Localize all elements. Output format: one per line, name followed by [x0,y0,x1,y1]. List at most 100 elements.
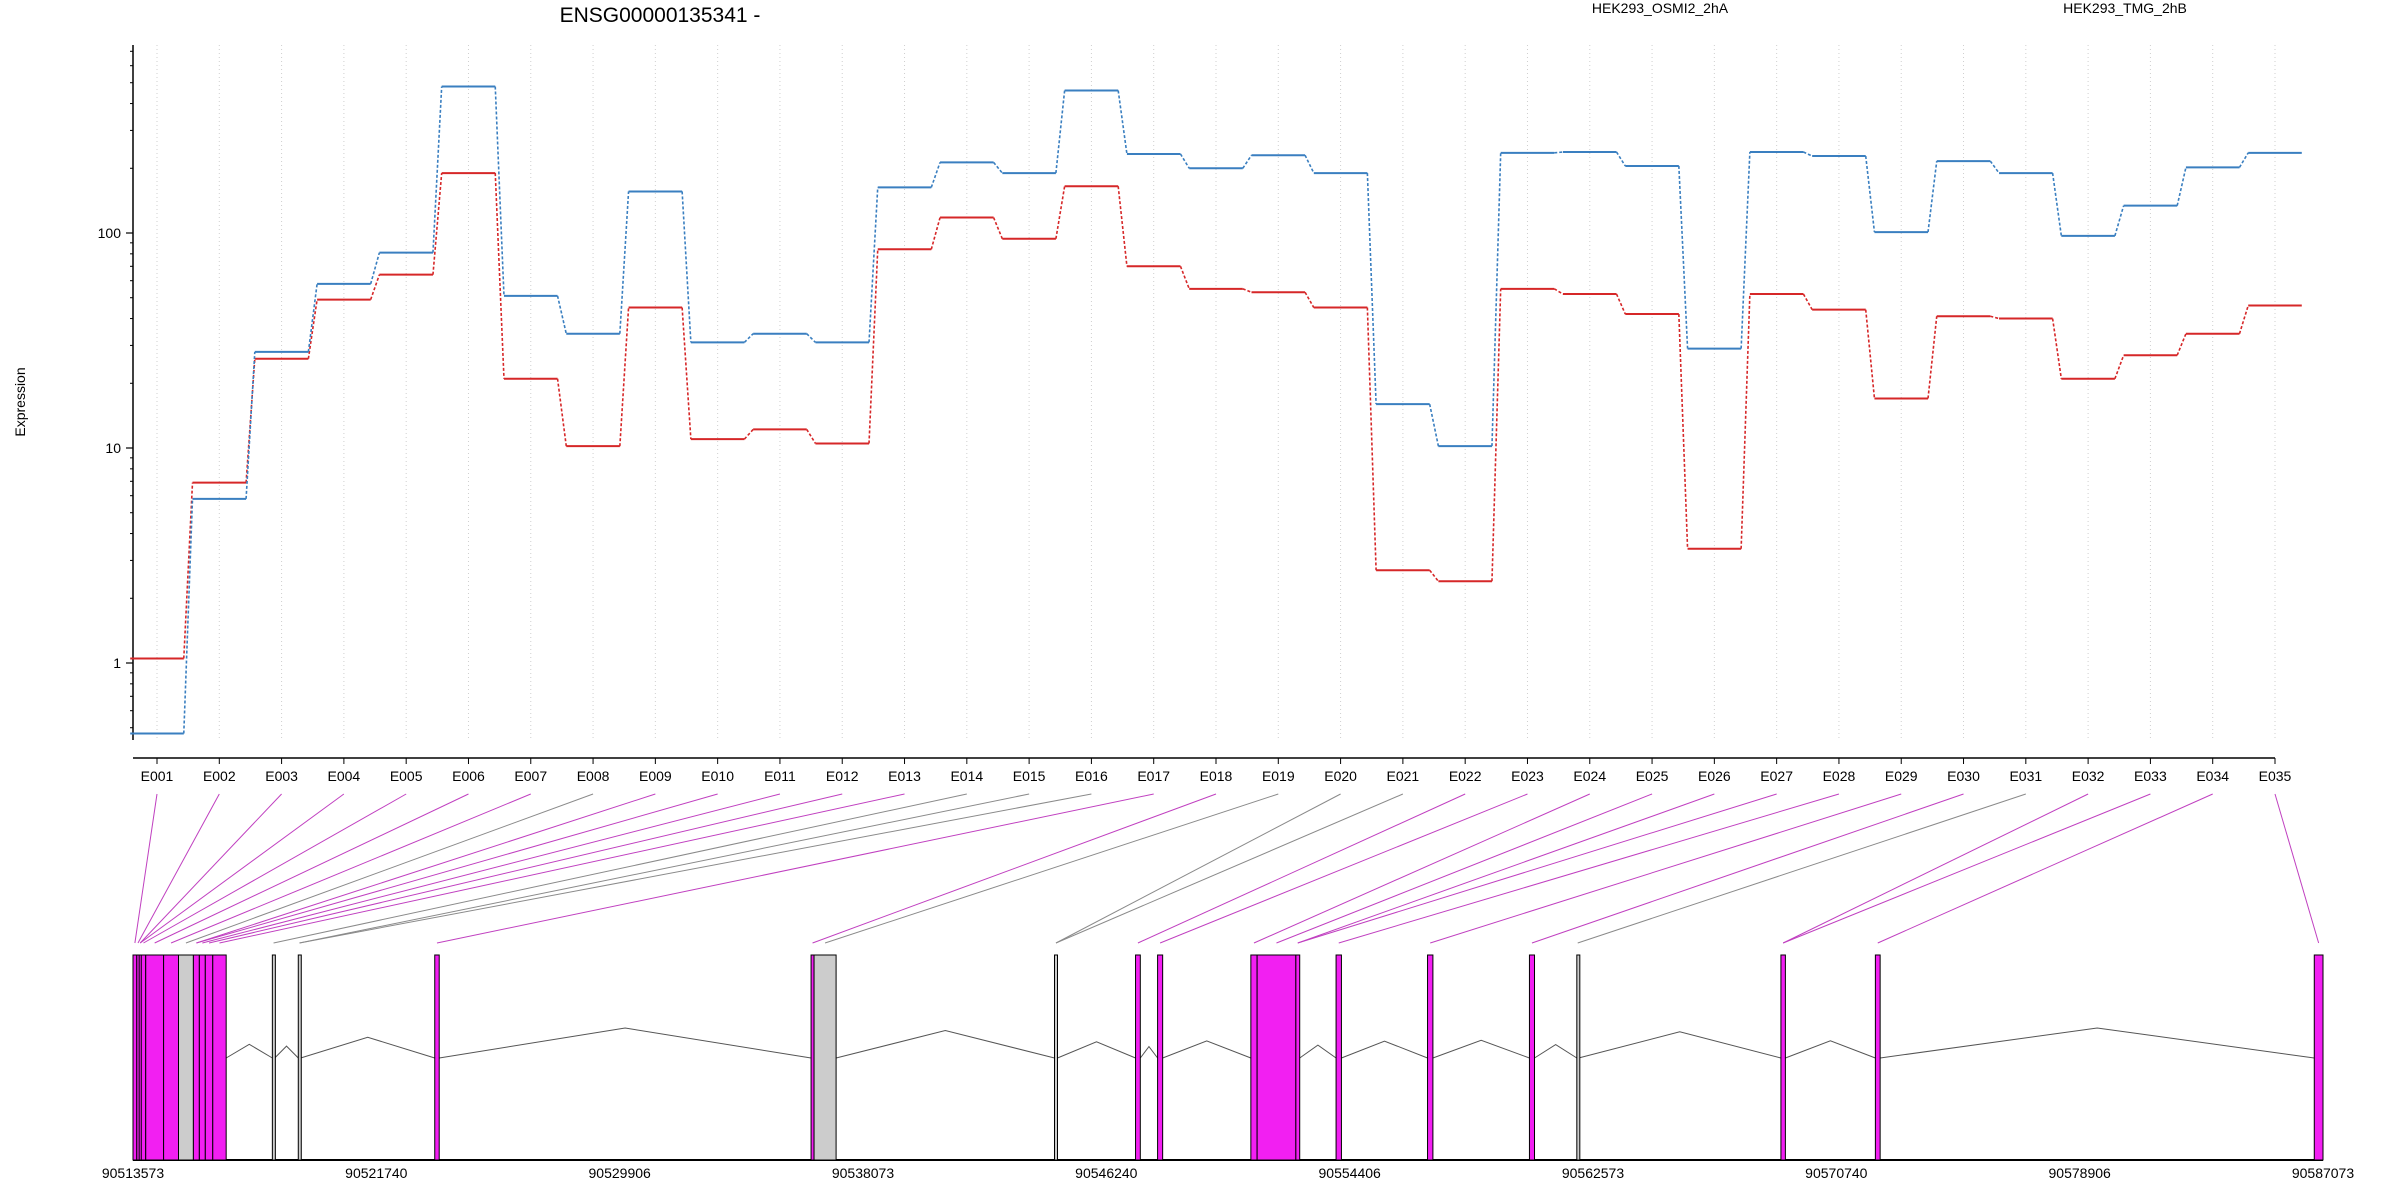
y-tick-label: 10 [105,440,121,456]
series-HEK293_OSMI2_2hA [130,172,2302,660]
exon-bin [1427,954,1434,1161]
series-connector [1428,403,1440,447]
legend-series-2: HEK293_TMG_2hB [2063,0,2187,16]
vertical-grid [156,45,2276,740]
x-tick-label: E015 [1013,768,1046,784]
series-connector [806,429,817,444]
x-tick-label: E016 [1075,768,1108,784]
exon-connector [1055,793,1341,944]
x-tick-label: E020 [1324,768,1357,784]
series-connector [1990,315,2000,320]
exon-connector [824,793,1279,944]
series-connector [681,307,692,440]
exon-connector [812,793,1217,944]
exon-connector [1782,793,2151,944]
coordinate-label: 90546240 [1075,1165,1138,1181]
exon-bin [1335,954,1342,1161]
exon-bin [2313,954,2324,1161]
exon-connector [139,793,345,944]
exon-connector [202,793,781,944]
coordinate-label: 90562573 [1562,1165,1625,1181]
series-connector [868,249,879,444]
exon-connector [170,793,531,944]
coordinate-label: 90521740 [345,1165,408,1181]
exon-connector [154,793,469,944]
intron-line [225,1043,273,1059]
exon-connector [299,793,1030,944]
x-tick-label: E008 [577,768,610,784]
series-connector [2051,172,2063,236]
series-connector [1803,151,1813,157]
x-tick-label: E031 [2009,768,2042,784]
x-tick-label: E009 [639,768,672,784]
coordinate-label: 90554406 [1319,1165,1382,1181]
series-connector [1554,151,1564,154]
x-tick-label: E002 [203,768,236,784]
series-connector [1927,316,1938,399]
series-connector [1117,90,1128,155]
exon-connector [2274,793,2320,944]
x-tick-label: E007 [514,768,547,784]
x-tick-label: E018 [1200,768,1233,784]
y-axis-label: Expression [12,367,28,436]
series-connector [930,217,941,250]
exon-connector [196,793,718,944]
x-tick-label: E017 [1137,768,1170,784]
series-connector [1740,294,1751,549]
x-tick-label: E013 [888,768,921,784]
exon-bin [1528,954,1536,1161]
x-tick-label: E001 [141,768,174,784]
series-connector [182,498,194,734]
x-tick-label: E021 [1387,768,1420,784]
exon-bin [297,954,302,1161]
exon-connector [299,793,1092,944]
series-group [130,85,2302,735]
exon-connector [1577,793,2026,944]
x-tick-label: E027 [1760,768,1793,784]
intron-line [1162,1040,1252,1059]
series-connector [1989,160,2000,174]
exon-bin [177,954,194,1161]
exon-connector [1877,793,2213,944]
exon-connector [139,793,282,944]
series-connector [1117,186,1128,267]
series-connector [556,295,568,334]
x-tick-label: E006 [452,768,485,784]
series-connector [2114,205,2125,237]
exon-connector [1159,793,1528,944]
intron-line [1139,1045,1158,1059]
series-connector [182,482,194,659]
series-connector [369,274,381,300]
series-connector [1366,173,1377,405]
series-connector [1366,307,1377,571]
series-connector [1055,186,1066,239]
exon-connector [1276,793,1653,944]
exon-bin [204,954,214,1161]
series-connector [1615,293,1627,315]
coordinate-label: 90587073 [2292,1165,2355,1181]
intron-line [1432,1039,1530,1059]
series-connector [619,307,630,447]
series-connector [432,86,443,253]
series-connector [619,191,630,334]
x-tick-label: E033 [2134,768,2167,784]
series-connector [1740,152,1751,349]
exon-bin [192,954,200,1161]
intron-line [1299,1044,1337,1059]
intron-line [1341,1040,1428,1059]
x-tick-label: E004 [328,768,361,784]
intron-line [1880,1027,2315,1059]
legend-series-1: HEK293_OSMI2_2hA [1592,0,1729,16]
coordinate-label: 90538073 [832,1165,895,1181]
series-connector [1179,266,1190,290]
series-connector [681,191,692,343]
series-connector [992,161,1003,174]
coordinate-label: 90513573 [102,1165,165,1181]
series-connector [1242,288,1252,294]
series-connector [1927,160,1938,233]
exon-connector [1055,793,1404,944]
coordinate-label: 90578906 [2049,1165,2112,1181]
exon-bin [163,954,179,1161]
series-connector [992,217,1004,240]
x-tick-label: E014 [950,768,983,784]
